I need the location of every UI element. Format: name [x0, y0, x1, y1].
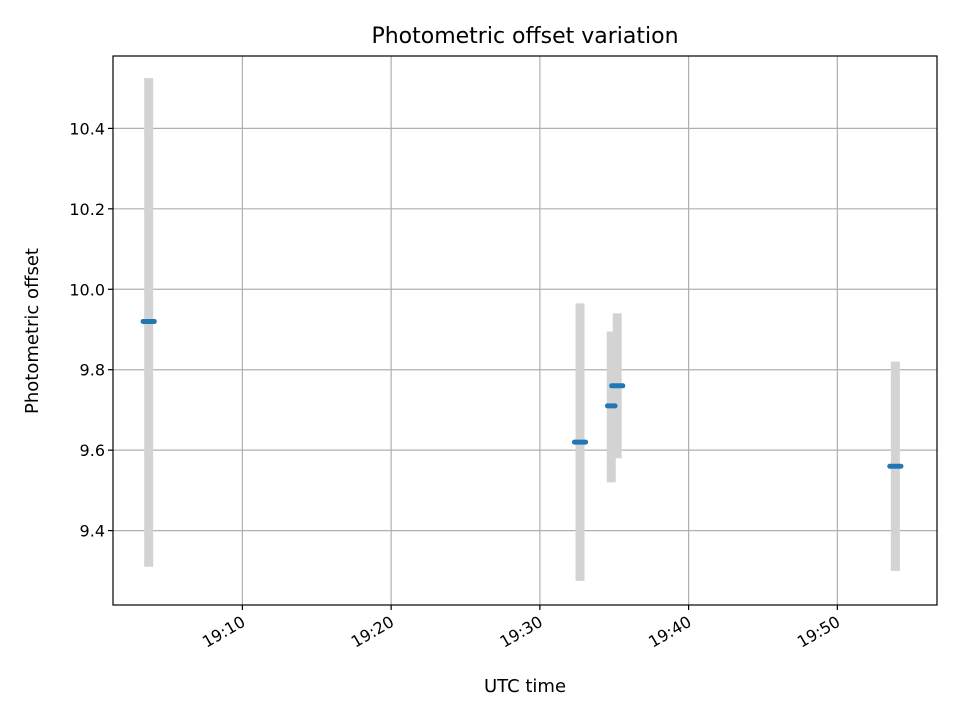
y-tick-label: 9.6	[80, 441, 105, 460]
y-tick-label: 10.4	[69, 119, 105, 138]
x-axis-label: UTC time	[484, 676, 566, 697]
x-tick-label: 19:30	[496, 612, 545, 652]
errorbars	[144, 78, 900, 581]
x-tick-label: 19:40	[645, 612, 694, 652]
y-axis-label: Photometric offset	[22, 248, 43, 414]
y-tick-label: 9.8	[80, 361, 105, 380]
y-tick-label: 9.4	[80, 522, 105, 541]
y-tick-label: 10.2	[69, 200, 105, 219]
chart-title: Photometric offset variation	[371, 24, 678, 49]
plot-frame	[112, 55, 938, 606]
grid	[113, 56, 937, 605]
markers	[140, 318, 904, 469]
x-tick-label: 19:50	[794, 612, 843, 652]
x-tick-label: 19:10	[199, 612, 248, 652]
x-tick-label: 19:20	[348, 612, 397, 652]
y-tick-label: 10.0	[69, 280, 105, 299]
ticks: 19:10 19:20 19:30 19:40 19:50 9.4 9.6 9.8 10.0 10…	[69, 119, 843, 651]
